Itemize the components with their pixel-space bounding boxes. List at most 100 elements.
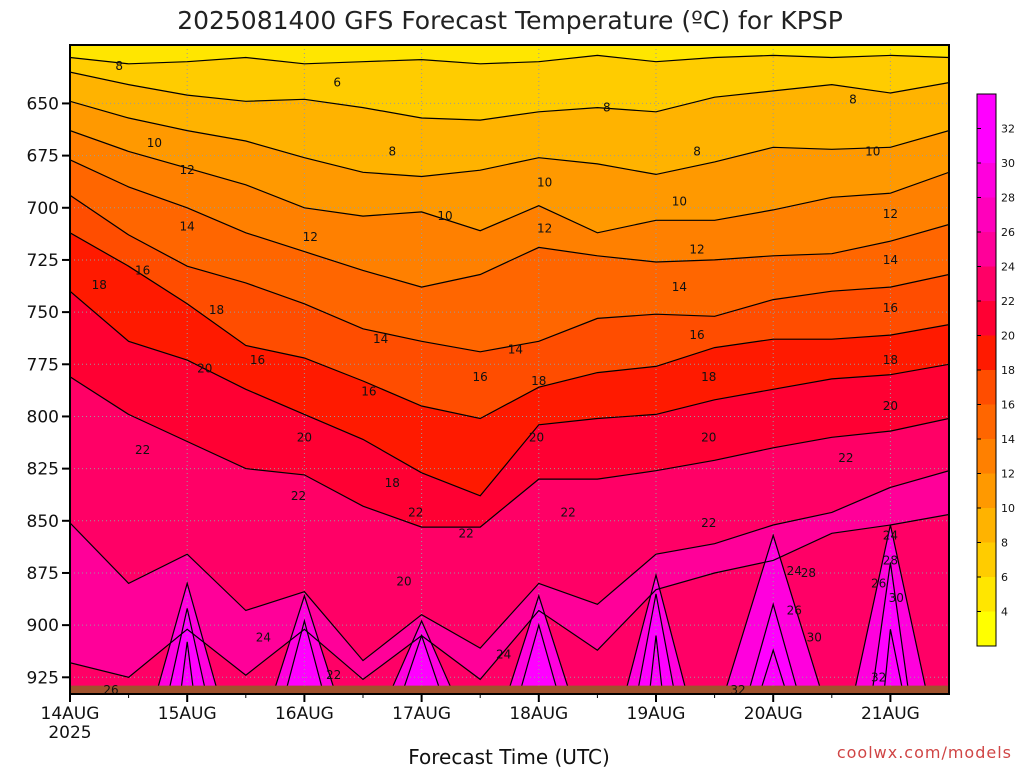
- svg-text:10: 10: [537, 176, 552, 190]
- isotherm-label-18: 18: [531, 374, 546, 388]
- isotherm-label-8: 8: [603, 101, 611, 115]
- isotherm-label-10: 10: [537, 176, 552, 190]
- svg-text:18: 18: [92, 278, 107, 292]
- isotherm-label-16: 16: [883, 301, 898, 315]
- svg-text:24: 24: [787, 564, 802, 578]
- isotherm-label-6: 6: [333, 76, 341, 90]
- svg-text:12: 12: [689, 243, 704, 257]
- svg-text:8: 8: [603, 101, 611, 115]
- svg-text:28: 28: [801, 566, 816, 580]
- colorbar-swatch-20: [977, 301, 996, 336]
- colorbar-swatch-26: [977, 197, 996, 232]
- svg-text:8: 8: [849, 92, 857, 106]
- y-tick-label-850: 850: [27, 512, 59, 532]
- isotherm-label-20: 20: [701, 430, 716, 444]
- isotherm-22: [70, 376, 949, 528]
- colorbar-swatch-30: [977, 128, 996, 163]
- svg-text:10: 10: [147, 136, 162, 150]
- isotherm-label-12: 12: [883, 207, 898, 221]
- ground-strip: [70, 685, 949, 694]
- x-tick-label-19AUG: 19AUG: [627, 704, 686, 724]
- svg-text:16: 16: [361, 384, 376, 398]
- colorbar-tick-label-24: 24: [1001, 261, 1015, 274]
- isotherm-20: [70, 290, 949, 497]
- isotherm-30: [169, 562, 909, 689]
- isotherm-label-22: 22: [326, 668, 341, 682]
- svg-text:20: 20: [701, 430, 716, 444]
- isotherm-label-12: 12: [689, 243, 704, 257]
- isotherm-label-22: 22: [458, 526, 473, 540]
- colorbar-swatch-18: [977, 335, 996, 370]
- colorbar-tick-label-28: 28: [1001, 192, 1015, 205]
- svg-text:10: 10: [672, 195, 687, 209]
- isotherm-label-24: 24: [496, 647, 511, 661]
- x-tick-label-14AUG: 14AUG: [41, 704, 100, 724]
- colorbar-swatch-10: [977, 473, 996, 508]
- colorbar-tick-label-6: 6: [1001, 571, 1008, 584]
- isotherm-label-26: 26: [871, 576, 886, 590]
- colorbar-swatch-14: [977, 404, 996, 439]
- temp-spike-above-30: [169, 562, 908, 688]
- y-tick-label-725: 725: [27, 251, 59, 271]
- isotherm-label-24: 24: [787, 564, 802, 578]
- isotherm-label-22: 22: [135, 443, 150, 457]
- isotherm-label-14: 14: [672, 280, 687, 294]
- isotherm-label-16: 16: [135, 263, 150, 277]
- isotherm-label-26: 26: [787, 604, 802, 618]
- isotherm-label-10: 10: [672, 195, 687, 209]
- isotherm-label-22: 22: [838, 451, 853, 465]
- isotherm-lines: [70, 54, 949, 689]
- temperature-fill-bands: [70, 45, 949, 688]
- isotherm-28: [157, 524, 927, 689]
- x-axis-label: Forecast Time (UTC): [408, 745, 610, 768]
- svg-text:24: 24: [256, 631, 271, 645]
- colorbar-tick-label-10: 10: [1001, 502, 1015, 515]
- isotherm-label-20: 20: [197, 361, 212, 375]
- svg-text:8: 8: [115, 59, 123, 73]
- svg-text:26: 26: [787, 604, 802, 618]
- svg-text:20: 20: [297, 430, 312, 444]
- y-tick-label-775: 775: [27, 355, 59, 375]
- isotherm-label-28: 28: [883, 553, 898, 567]
- isotherm-label-30: 30: [807, 631, 822, 645]
- isotherm-12: [70, 130, 949, 234]
- svg-text:20: 20: [529, 430, 544, 444]
- isotherm-label-16: 16: [250, 353, 265, 367]
- svg-text:8: 8: [388, 144, 396, 158]
- isotherm-label-14: 14: [508, 343, 523, 357]
- svg-text:24: 24: [496, 647, 511, 661]
- isotherm-label-20: 20: [529, 430, 544, 444]
- svg-text:18: 18: [209, 303, 224, 317]
- svg-text:10: 10: [437, 209, 452, 223]
- isotherm-label-8: 8: [693, 144, 701, 158]
- x-tick-sublabel-year: 2025: [48, 723, 91, 743]
- isotherm-label-22: 22: [408, 505, 423, 519]
- x-tick-label-18AUG: 18AUG: [509, 704, 568, 724]
- isotherm-label-18: 18: [385, 476, 400, 490]
- isotherm-label-14: 14: [373, 332, 388, 346]
- colorbar-tick-label-16: 16: [1001, 399, 1015, 412]
- y-tick-label-700: 700: [27, 199, 59, 219]
- x-tick-label-15AUG: 15AUG: [158, 704, 217, 724]
- y-tick-label-875: 875: [27, 564, 59, 584]
- isotherm-label-18: 18: [701, 370, 716, 384]
- isotherm-6: [70, 54, 949, 65]
- isotherm-label-18: 18: [209, 303, 224, 317]
- isotherm-label-8: 8: [849, 92, 857, 106]
- y-tick-label-800: 800: [27, 407, 59, 427]
- svg-text:20: 20: [197, 361, 212, 375]
- colorbar-tick-label-26: 26: [1001, 226, 1015, 239]
- y-tick-label-825: 825: [27, 460, 59, 480]
- isotherm-8: [70, 71, 949, 121]
- colorbar-tick-label-32: 32: [1001, 123, 1015, 136]
- svg-text:18: 18: [701, 370, 716, 384]
- isotherm-label-16: 16: [473, 370, 488, 384]
- isotherm-24: [70, 470, 949, 662]
- credit-link[interactable]: coolwx.com/models: [837, 743, 1012, 762]
- svg-text:6: 6: [333, 76, 341, 90]
- isotherm-label-14: 14: [180, 220, 195, 234]
- isotherm-label-8: 8: [388, 144, 396, 158]
- isotherm-label-20: 20: [297, 430, 312, 444]
- isotherm-10: [70, 100, 949, 178]
- svg-text:12: 12: [883, 207, 898, 221]
